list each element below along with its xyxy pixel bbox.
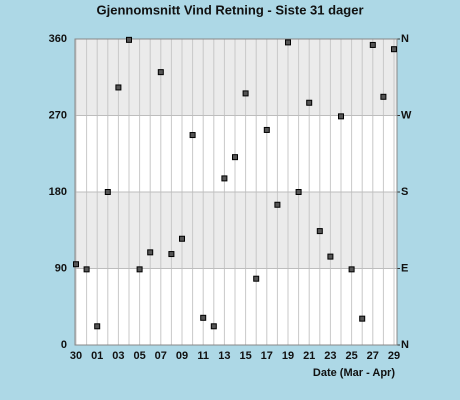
- x-tick-label: 13: [218, 350, 230, 362]
- x-axis-label: Date (Mar - Apr): [313, 367, 395, 379]
- marker: [316, 228, 323, 235]
- marker: [73, 261, 79, 268]
- marker: [126, 36, 132, 43]
- marker: [179, 235, 185, 242]
- marker: [263, 126, 270, 133]
- x-tick-label: 15: [239, 350, 251, 362]
- marker: [210, 323, 217, 330]
- x-tick-label: 11: [197, 350, 209, 362]
- y2-tick-label: W: [401, 109, 412, 121]
- marker: [295, 189, 302, 195]
- marker: [369, 41, 376, 48]
- y2-tick-label: E: [401, 262, 408, 274]
- marker: [168, 251, 175, 258]
- y-tick-label: 360: [49, 33, 67, 45]
- x-tick-label: 09: [176, 350, 188, 362]
- marker: [359, 315, 366, 322]
- x-tick-label: 21: [303, 350, 315, 362]
- marker: [348, 266, 355, 273]
- y-tick-label: 0: [61, 339, 67, 351]
- x-tick-label: 29: [388, 350, 400, 362]
- marker: [189, 132, 196, 139]
- marker: [380, 93, 387, 100]
- y-tick-label: 270: [49, 109, 67, 121]
- marker: [327, 253, 334, 260]
- marker: [94, 323, 101, 330]
- marker: [200, 314, 207, 321]
- y-tick-label: 180: [49, 186, 67, 198]
- x-tick-label: 27: [367, 350, 379, 362]
- marker: [157, 69, 164, 76]
- marker: [104, 189, 111, 195]
- band: [75, 192, 397, 269]
- y2-tick-label: S: [401, 186, 408, 198]
- marker: [147, 249, 154, 256]
- band: [75, 39, 397, 116]
- marker: [285, 39, 291, 46]
- y2-tick-label: N: [401, 339, 409, 351]
- x-tick-label: 01: [91, 350, 103, 362]
- marker: [221, 175, 228, 182]
- x-tick-label: 19: [282, 350, 294, 362]
- marker: [274, 201, 281, 208]
- marker: [83, 266, 90, 273]
- y2-tick-label: N: [401, 33, 409, 45]
- marker: [391, 46, 397, 53]
- marker: [232, 154, 238, 161]
- x-tick-label: 05: [133, 350, 145, 362]
- marker: [338, 113, 344, 120]
- x-tick-label: 23: [324, 350, 336, 362]
- marker: [136, 266, 143, 273]
- x-tick-label: 30: [70, 350, 82, 362]
- x-tick-label: 03: [112, 350, 124, 362]
- marker: [253, 275, 260, 282]
- marker: [115, 84, 122, 91]
- x-tick-label: 07: [155, 350, 167, 362]
- x-tick-label: 17: [261, 350, 273, 362]
- x-tick-label: 25: [345, 350, 357, 362]
- chart-title: Gjennomsnitt Vind Retning - Siste 31 dag…: [96, 2, 363, 17]
- y-tick-label: 90: [55, 262, 67, 274]
- marker: [242, 90, 249, 97]
- marker: [306, 99, 313, 106]
- plot-frame: [74, 38, 398, 346]
